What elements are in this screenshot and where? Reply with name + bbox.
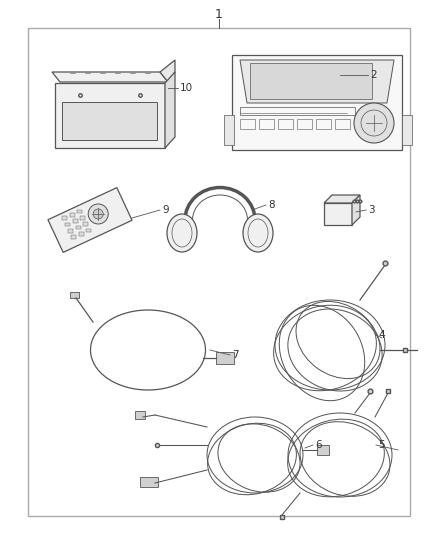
Bar <box>240 107 355 115</box>
Bar <box>76 226 81 229</box>
Bar <box>78 232 84 236</box>
Bar <box>335 119 350 129</box>
Text: 5: 5 <box>378 440 385 450</box>
Bar <box>216 352 234 364</box>
Bar <box>77 209 82 213</box>
Ellipse shape <box>167 214 197 252</box>
Polygon shape <box>165 72 175 148</box>
Polygon shape <box>352 195 360 225</box>
Bar <box>240 119 255 129</box>
Bar <box>317 445 329 455</box>
Circle shape <box>354 103 394 143</box>
Bar <box>402 115 412 145</box>
Bar <box>224 115 234 145</box>
Circle shape <box>93 209 103 219</box>
Bar <box>71 236 76 239</box>
Text: 6: 6 <box>315 440 321 450</box>
Bar <box>65 223 71 227</box>
Circle shape <box>88 204 108 224</box>
Bar <box>73 220 78 223</box>
Text: 8: 8 <box>268 200 275 210</box>
Bar <box>259 119 274 129</box>
Ellipse shape <box>243 214 273 252</box>
Text: 7: 7 <box>232 350 239 360</box>
Bar <box>68 229 74 232</box>
Bar <box>63 216 67 220</box>
Polygon shape <box>160 60 175 82</box>
Polygon shape <box>240 60 394 103</box>
Polygon shape <box>48 188 132 252</box>
Bar <box>80 216 85 220</box>
Bar <box>140 477 158 487</box>
Bar <box>316 119 331 129</box>
Bar <box>83 222 88 226</box>
Text: 9: 9 <box>162 205 169 215</box>
Bar <box>28 28 410 516</box>
Bar <box>232 55 402 150</box>
Polygon shape <box>324 195 360 203</box>
Text: 4: 4 <box>378 330 385 340</box>
Bar <box>250 63 372 99</box>
Bar <box>70 292 79 298</box>
Text: 10: 10 <box>180 83 193 93</box>
Bar <box>297 119 312 129</box>
Bar <box>324 203 352 225</box>
Polygon shape <box>55 83 165 148</box>
Polygon shape <box>52 72 168 82</box>
Bar <box>86 229 91 232</box>
Bar <box>135 411 145 419</box>
Text: 2: 2 <box>370 70 377 80</box>
Text: 1: 1 <box>215 7 223 20</box>
Bar <box>62 102 157 140</box>
Text: 3: 3 <box>368 205 374 215</box>
Bar <box>70 213 75 216</box>
Bar <box>278 119 293 129</box>
